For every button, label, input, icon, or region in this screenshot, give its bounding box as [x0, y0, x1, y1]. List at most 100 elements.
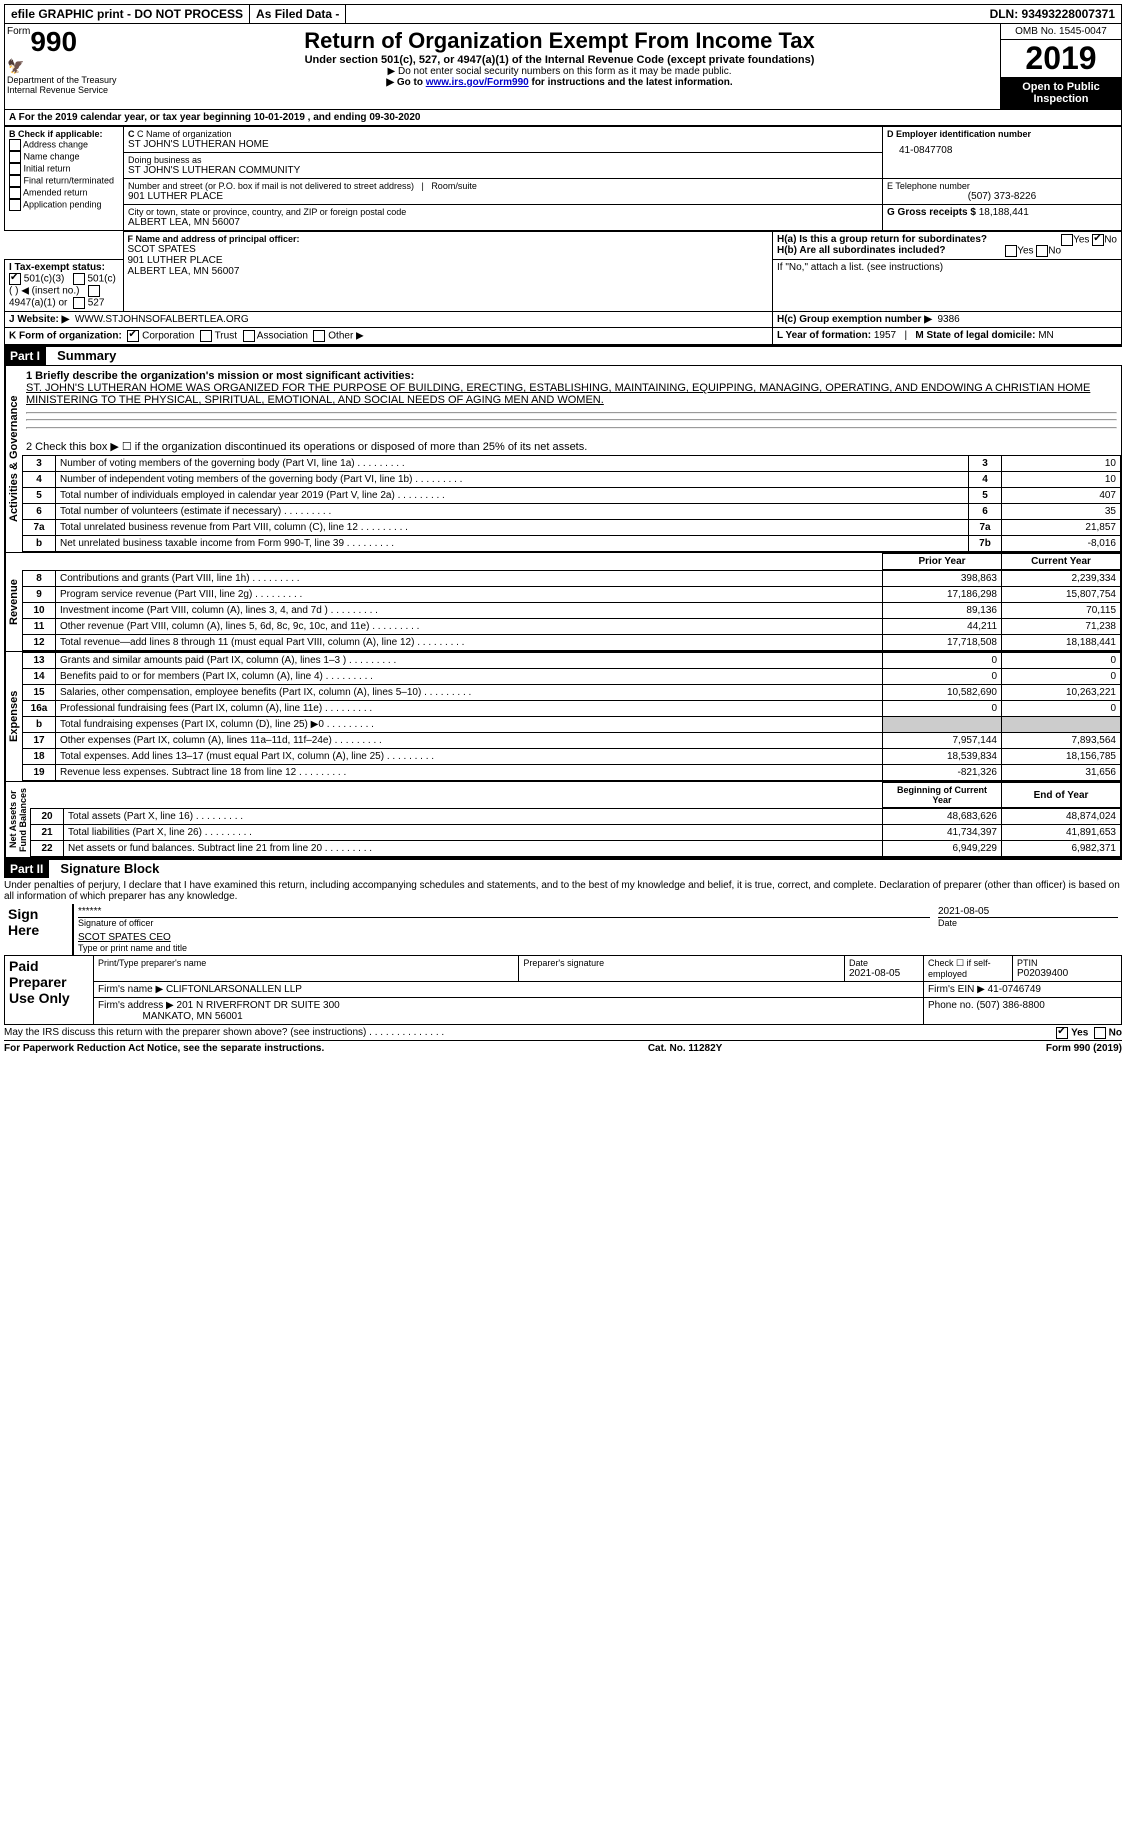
irs-eagle-icon: 🦅: [7, 58, 117, 75]
b-checkbox[interactable]: [9, 187, 21, 199]
governance-lines: 3Number of voting members of the governi…: [22, 455, 1121, 552]
table-row: 20Total assets (Part X, line 16)48,683,6…: [31, 809, 1121, 825]
hb-no-checkbox[interactable]: [1036, 245, 1048, 257]
b-option: Final return/terminated: [9, 175, 119, 187]
table-row: 9Program service revenue (Part VIII, lin…: [23, 587, 1121, 603]
i-label: I Tax-exempt status:: [9, 262, 105, 273]
yes-text: Yes: [1073, 235, 1089, 246]
footer: For Paperwork Reduction Act Notice, see …: [4, 1040, 1122, 1054]
ssn-notice: ▶ Do not enter social security numbers o…: [123, 66, 996, 77]
4947-checkbox[interactable]: [88, 285, 100, 297]
firm-city: MANKATO, MN 56001: [142, 1011, 242, 1022]
section-d: D Employer identification number 41-0847…: [883, 127, 1122, 179]
irs-link[interactable]: www.irs.gov/Form990: [426, 77, 529, 88]
501c3-checkbox[interactable]: [9, 273, 21, 285]
b-checkbox[interactable]: [9, 175, 21, 187]
table-row: bNet unrelated business taxable income f…: [23, 536, 1121, 552]
discuss-no-checkbox[interactable]: [1094, 1027, 1106, 1039]
table-row: 17Other expenses (Part IX, column (A), l…: [23, 733, 1121, 749]
group-exemption: 9386: [937, 314, 959, 325]
officer-addr1: 901 LUTHER PLACE: [128, 255, 769, 266]
assoc-checkbox[interactable]: [243, 330, 255, 342]
table-row: 14Benefits paid to or for members (Part …: [23, 669, 1121, 685]
vert-expenses: Expenses: [5, 652, 22, 781]
discuss-yes-checkbox[interactable]: [1056, 1027, 1068, 1039]
footer-left: For Paperwork Reduction Act Notice, see …: [4, 1043, 324, 1054]
dln: DLN: 93493228007371: [984, 5, 1121, 23]
g-label: G Gross receipts $: [887, 207, 976, 218]
section-h-note: If "No," attach a list. (see instruction…: [773, 260, 1122, 312]
net-header: Beginning of Current YearEnd of Year: [30, 782, 1121, 808]
part2-tag: Part II: [4, 860, 49, 878]
telephone: (507) 373-8226: [887, 191, 1117, 202]
527-checkbox[interactable]: [73, 297, 85, 309]
prep-date: 2021-08-05: [849, 968, 919, 979]
firm-ein: 41-0746749: [988, 984, 1041, 995]
discuss-no: No: [1109, 1028, 1122, 1039]
vert-revenue: Revenue: [5, 553, 22, 651]
501c-checkbox[interactable]: [73, 273, 85, 285]
b-checkbox[interactable]: [9, 163, 21, 175]
m-label: M State of legal domicile:: [915, 330, 1035, 341]
table-row: 12Total revenue—add lines 8 through 11 (…: [23, 635, 1121, 651]
ha-label: H(a) Is this a group return for subordin…: [777, 234, 987, 245]
officer-name: SCOT SPATES: [128, 244, 769, 255]
section-f: F Name and address of principal officer:…: [123, 232, 773, 312]
k-corp: Corporation: [142, 331, 194, 342]
k-trust: Trust: [215, 331, 237, 342]
table-row: 4Number of independent voting members of…: [23, 472, 1121, 488]
ein: 41-0847708: [887, 139, 1117, 156]
part2-title: Signature Block: [52, 861, 159, 876]
discuss-line: May the IRS discuss this return with the…: [4, 1025, 1122, 1040]
mission-label: 1 Briefly describe the organization's mi…: [26, 370, 414, 382]
b-checkbox[interactable]: [9, 151, 21, 163]
omb-number: OMB No. 1545-0047: [1001, 24, 1121, 40]
section-c-dba: Doing business as ST JOHN'S LUTHERAN COM…: [124, 153, 883, 179]
i-opt4: 527: [88, 298, 105, 309]
part2-bar: Part II Signature Block: [4, 858, 1122, 878]
sign-here-label: Sign Here: [4, 904, 73, 955]
k-label: K Form of organization:: [9, 331, 122, 342]
section-c-name: C C Name of organization ST JOHN'S LUTHE…: [124, 127, 883, 153]
sig-date-label: Date: [938, 917, 1118, 928]
state-domicile: MN: [1038, 330, 1054, 341]
goto-post: for instructions and the latest informat…: [529, 77, 733, 88]
year-formation: 1957: [874, 330, 896, 341]
city-state-zip: ALBERT LEA, MN 56007: [128, 217, 878, 228]
ha-yes-checkbox[interactable]: [1061, 234, 1073, 246]
mission-text: ST. JOHN'S LUTHERAN HOME WAS ORGANIZED F…: [26, 382, 1090, 406]
efile-notice: efile GRAPHIC print - DO NOT PROCESS: [5, 5, 250, 23]
prep-name-label: Print/Type preparer's name: [98, 958, 514, 968]
no-text2: No: [1048, 246, 1061, 257]
trust-checkbox[interactable]: [200, 330, 212, 342]
vert-governance: Activities & Governance: [5, 366, 22, 552]
table-row: bTotal fundraising expenses (Part IX, co…: [23, 717, 1121, 733]
dba-label: Doing business as: [128, 155, 878, 165]
i-opt3: 4947(a)(1) or: [9, 298, 67, 309]
sig-officer-label: Signature of officer: [78, 917, 930, 928]
b-option: Application pending: [9, 199, 119, 211]
b-checkbox[interactable]: [9, 199, 21, 211]
other-checkbox[interactable]: [313, 330, 325, 342]
website[interactable]: WWW.STJOHNSOFALBERTLEA.ORG: [75, 314, 249, 325]
footer-right: Form 990 (2019): [1046, 1043, 1122, 1054]
org-name: ST JOHN'S LUTHERAN HOME: [128, 139, 878, 150]
hb-yes-checkbox[interactable]: [1005, 245, 1017, 257]
part1-title: Summary: [49, 348, 116, 363]
j-label: J Website: ▶: [9, 314, 69, 325]
page-title: Return of Organization Exempt From Incom…: [123, 28, 996, 54]
ha-no-checkbox[interactable]: [1092, 234, 1104, 246]
corp-checkbox[interactable]: [127, 330, 139, 342]
firm-name: CLIFTONLARSONALLEN LLP: [166, 984, 302, 995]
as-filed: As Filed Data -: [250, 5, 346, 23]
section-i: I Tax-exempt status: 501(c)(3) 501(c) ( …: [5, 260, 124, 312]
k-other: Other ▶: [328, 331, 363, 342]
discuss-text: May the IRS discuss this return with the…: [4, 1027, 366, 1038]
officer-name-label: Type or print name and title: [78, 943, 1118, 953]
table-row: 10Investment income (Part VIII, column (…: [23, 603, 1121, 619]
b-option: Address change: [9, 139, 119, 151]
paid-preparer-block: Paid Preparer Use Only Print/Type prepar…: [4, 955, 1122, 1025]
d-label: D Employer identification number: [887, 129, 1117, 139]
top-bar: efile GRAPHIC print - DO NOT PROCESS As …: [4, 4, 1122, 24]
b-checkbox[interactable]: [9, 139, 21, 151]
